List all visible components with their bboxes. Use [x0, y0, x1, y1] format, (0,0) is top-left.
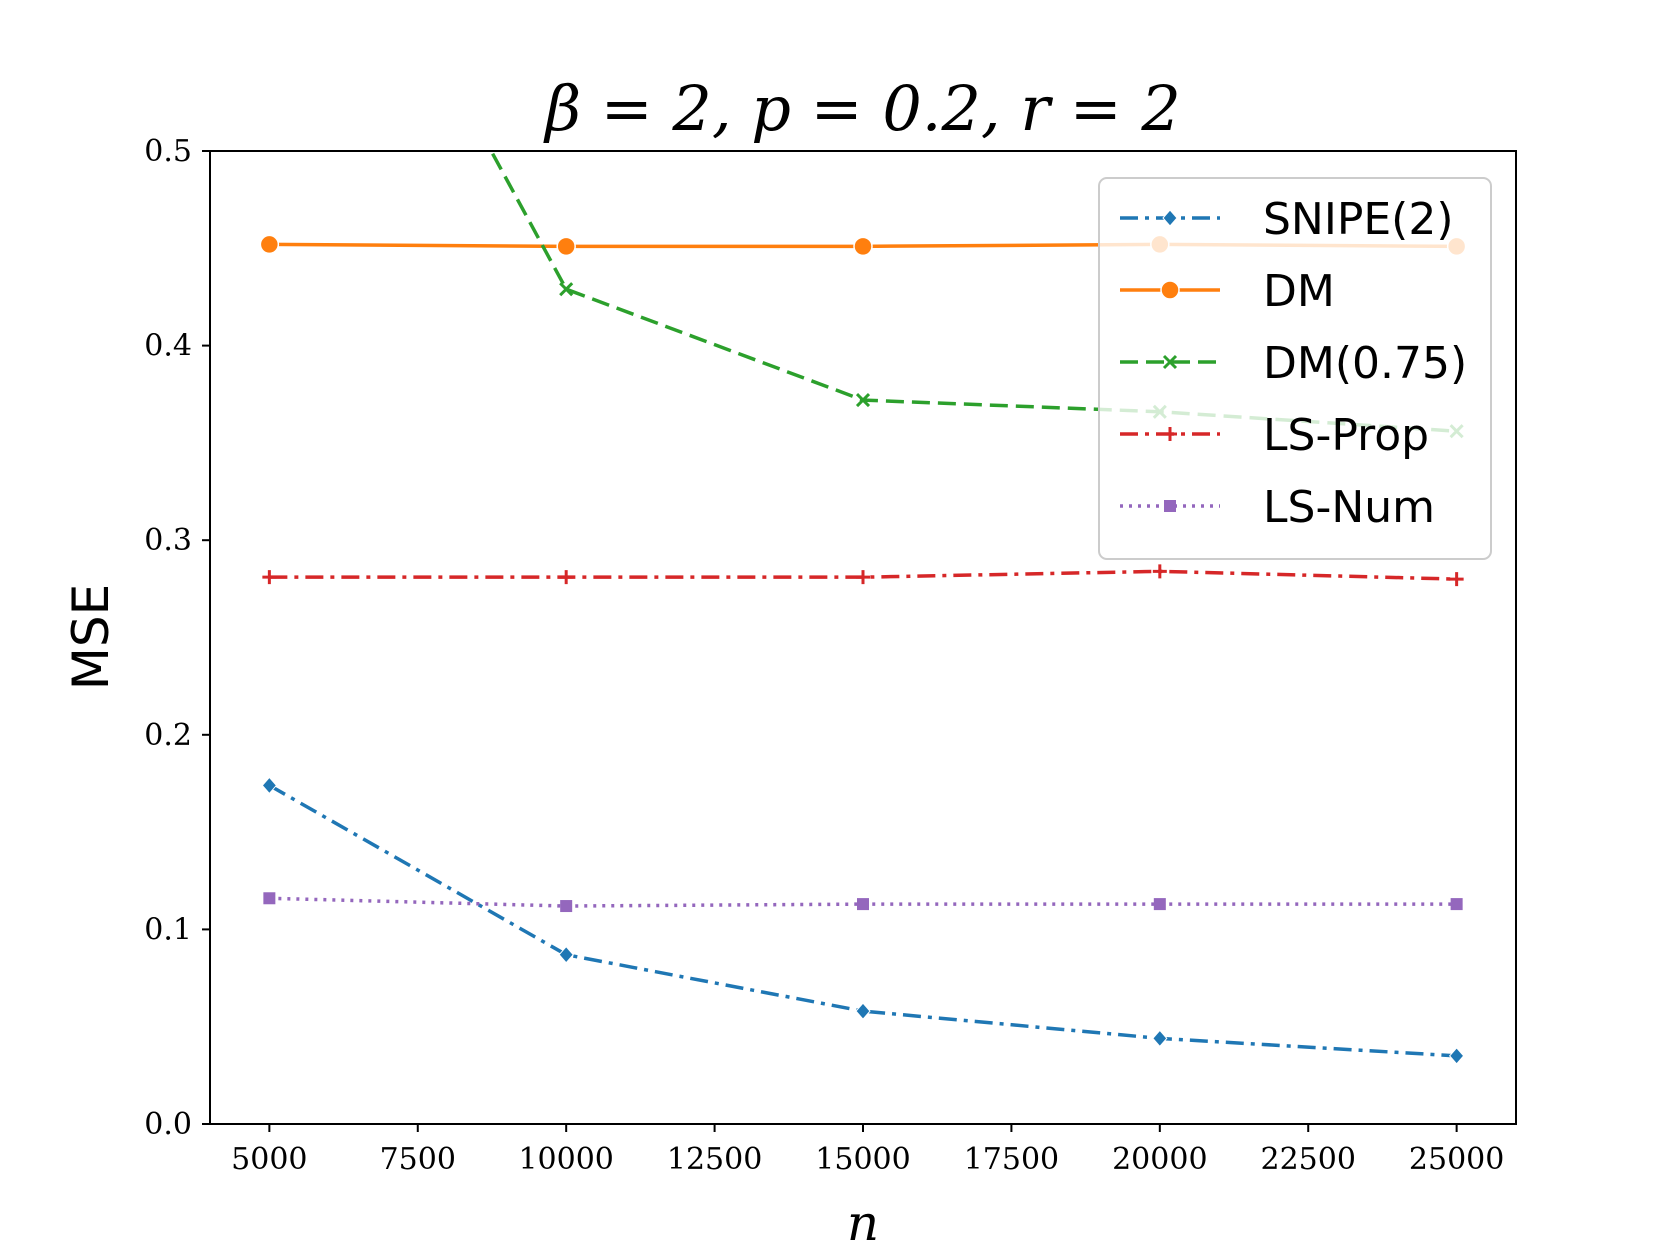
- data-point-ls-num-shape: [1153, 898, 1166, 911]
- y-tick-label: 0.4: [144, 329, 192, 364]
- x-axis-label: n: [847, 1194, 879, 1245]
- data-point-ls-prop: [856, 570, 870, 585]
- data-point-ls-num: [1153, 898, 1166, 911]
- x-tick-label: 10000: [518, 1142, 613, 1177]
- legend-marker-ls-prop-shape: [1163, 427, 1177, 441]
- x-tick-label: 12500: [667, 1142, 762, 1177]
- series-line-snipe-2: [268, 783, 1457, 1058]
- x-tick-label: 7500: [380, 1142, 456, 1177]
- y-axis: 0.0 0.1 0.2 0.3 0.4 0.5: [144, 134, 210, 1142]
- chart-title: β = 2, p = 0.2, r = 2: [543, 72, 1181, 145]
- legend-box: [1098, 177, 1492, 560]
- data-point-snipe-2-shape: [1152, 1029, 1168, 1048]
- data-point-ls-prop: [1152, 564, 1167, 579]
- legend-item-dm-0-75: DM(0.75): [1120, 338, 1467, 389]
- data-point-ls-num: [857, 898, 869, 911]
- legend-marker-dm-shape: [1160, 280, 1180, 300]
- y-axis-label: MSE: [62, 584, 120, 690]
- data-point-ls-num-shape: [263, 892, 276, 905]
- legend-label-ls-num: LS-Num: [1263, 482, 1435, 533]
- data-point-ls-num-shape: [1450, 898, 1463, 911]
- x-axis: 5000 7500 10000 12500 15000 17500 20000 22500 25…: [231, 1124, 1504, 1177]
- legend-item-ls-prop: LS-Prop: [1120, 410, 1429, 461]
- series-snipe-2: [261, 776, 1465, 1065]
- y-tick-label: 0.5: [144, 134, 192, 169]
- legend-marker-dm: [1160, 280, 1180, 300]
- data-point-snipe-2-shape: [1448, 1047, 1465, 1065]
- data-point-ls-num-shape: [857, 898, 869, 911]
- legend-label-dm-0-75: DM(0.75): [1263, 338, 1467, 389]
- data-point-ls-prop-shape: [262, 570, 277, 585]
- x-tick-label: 15000: [815, 1142, 910, 1177]
- data-point-dm-shape: [259, 234, 280, 255]
- x-tick-label: 20000: [1112, 1142, 1207, 1177]
- data-point-ls-prop: [262, 570, 277, 585]
- data-point-dm-0-75-shape: [855, 393, 871, 408]
- data-point-ls-prop-shape: [856, 570, 870, 585]
- legend-item-ls-num: LS-Num: [1120, 482, 1435, 533]
- legend-label-ls-prop: LS-Prop: [1263, 410, 1429, 461]
- y-tick-label: 0.1: [144, 912, 192, 947]
- data-point-ls-prop-shape: [559, 570, 574, 585]
- data-point-dm-0-75: [559, 282, 574, 297]
- legend-marker-dm-0-75-shape: [1162, 354, 1178, 370]
- data-point-snipe-2: [261, 776, 278, 795]
- data-point-snipe-2-shape: [558, 945, 574, 964]
- legend: SNIPE(2) DM DM(0.75) LS-Prop LS-Num: [1098, 177, 1492, 560]
- data-point-ls-prop: [559, 570, 574, 585]
- legend-marker-snipe-2: [1162, 209, 1178, 227]
- legend-marker-ls-num-shape: [1164, 500, 1176, 512]
- legend-marker-ls-num: [1164, 500, 1176, 512]
- series-ls-prop: [262, 564, 1464, 587]
- data-point-snipe-2: [855, 1002, 871, 1020]
- legend-item-dm: DM: [1120, 266, 1335, 317]
- data-point-dm: [259, 234, 280, 255]
- x-tick-label: 22500: [1261, 1142, 1356, 1177]
- legend-marker-dm-0-75: [1162, 354, 1178, 370]
- series-ls-num: [263, 892, 1463, 913]
- legend-label-dm: DM: [1263, 266, 1335, 317]
- y-tick-label: 0.3: [144, 523, 192, 558]
- data-point-ls-num: [263, 892, 276, 905]
- x-tick-label: 5000: [231, 1142, 307, 1177]
- data-point-snipe-2: [1152, 1029, 1168, 1048]
- data-point-dm: [556, 236, 576, 257]
- data-point-ls-num: [560, 900, 573, 913]
- data-point-snipe-2-shape: [855, 1002, 871, 1020]
- data-point-snipe-2: [558, 945, 574, 964]
- data-point-snipe-2-shape: [261, 776, 278, 795]
- data-point-snipe-2: [1448, 1047, 1465, 1065]
- legend-item-snipe-2: SNIPE(2): [1120, 194, 1453, 245]
- data-point-ls-prop-shape: [1449, 572, 1464, 587]
- legend-label-snipe-2: SNIPE(2): [1263, 194, 1453, 245]
- data-point-dm: [853, 236, 873, 257]
- y-tick-label: 0.2: [144, 718, 192, 753]
- data-point-dm-shape: [853, 236, 873, 257]
- x-tick-label: 25000: [1409, 1142, 1504, 1177]
- y-tick-label: 0.0: [144, 1107, 192, 1142]
- data-point-ls-prop-shape: [1152, 564, 1167, 579]
- data-point-dm-0-75-shape: [559, 282, 574, 297]
- legend-marker-snipe-2-shape: [1162, 209, 1178, 227]
- data-point-ls-num: [1450, 898, 1463, 911]
- data-point-ls-num-shape: [560, 900, 573, 913]
- data-point-dm-shape: [556, 236, 576, 257]
- data-point-ls-prop: [1449, 572, 1464, 587]
- legend-marker-ls-prop: [1163, 427, 1177, 441]
- data-point-dm-0-75: [855, 393, 871, 408]
- x-tick-label: 17500: [964, 1142, 1059, 1177]
